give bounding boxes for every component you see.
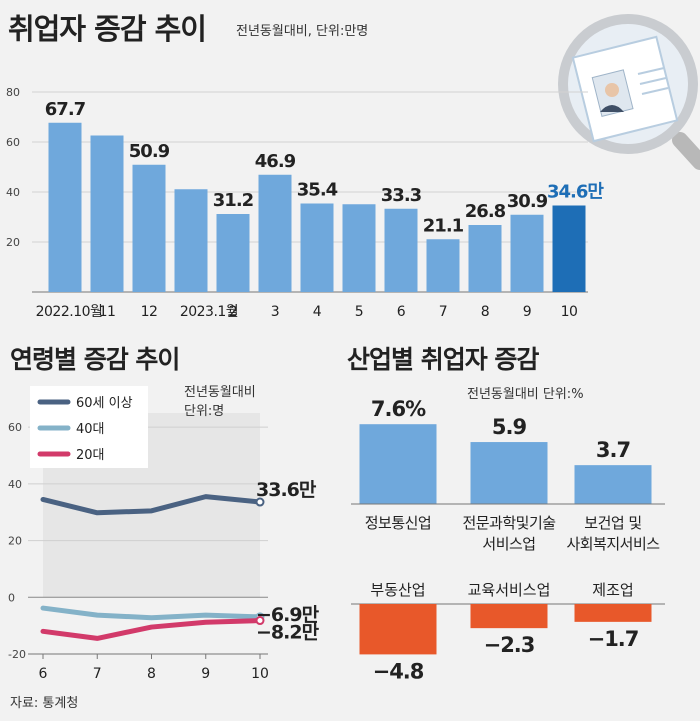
negative-bar (574, 604, 652, 622)
y-tick-label: 40 (6, 186, 20, 199)
data-label: 21.1 (423, 215, 464, 236)
x-tick-label: 7 (439, 304, 447, 320)
industry-chart-title: 산업별 취업자 증감 (347, 345, 539, 374)
series-end-label: −8.2만 (256, 622, 320, 644)
x-tick-label: 8 (147, 666, 156, 682)
bar (132, 164, 166, 292)
data-label: 33.3 (381, 185, 422, 206)
page-subtitle: 전년동월대비, 단위:만명 (236, 24, 369, 39)
x-tick-label: 6 (39, 666, 48, 682)
positive-bar (359, 424, 437, 504)
category-label: 제조업 (592, 581, 633, 599)
y-tick-label: 20 (6, 236, 20, 249)
person-suit-icon (600, 105, 624, 112)
data-label: 5.9 (492, 415, 527, 439)
age-chart-title: 연령별 증감 추이 (10, 345, 180, 374)
series-line (40, 494, 263, 516)
text-line-icon (639, 77, 667, 85)
x-tick-label: 5 (355, 304, 363, 320)
series-end-label: −6.9만 (256, 604, 320, 626)
bar (48, 122, 82, 292)
bar (216, 214, 250, 292)
y-tick-label: 20 (8, 535, 22, 548)
bar (426, 239, 460, 292)
age-line-chart: -20 0 20 40 60 6 7 8 9 10 33.6만 −6.9만−8.2만 전년동월대비단위:… (8, 385, 321, 682)
x-tick-label: 10 (561, 304, 578, 320)
data-label: −1.7 (588, 627, 639, 651)
bar (552, 205, 586, 292)
legend-label: 60세 이상 (76, 396, 133, 411)
x-tick-label: 4 (313, 304, 322, 320)
category-label: 교육서비스업 (468, 581, 551, 599)
positive-bar (574, 465, 652, 504)
x-tick-label: 7 (93, 666, 102, 682)
end-point-marker (255, 497, 265, 507)
unit-note: 전년동월대비 (184, 385, 256, 400)
unit-note: 단위:명 (184, 404, 224, 419)
x-tick-label: 2022.10월 (36, 304, 103, 320)
x-tick-label: 3 (271, 304, 279, 320)
category-label: 부동산업 (370, 581, 425, 599)
data-label: 30.9 (507, 191, 548, 212)
legend-label: 40대 (76, 422, 105, 437)
x-tick-label: 12 (141, 304, 158, 320)
bar (342, 204, 376, 292)
person-head-icon (605, 83, 619, 97)
data-label: 35.4 (297, 180, 338, 201)
series-line (40, 605, 263, 621)
x-tick-label: 6 (397, 304, 406, 320)
bar (384, 208, 418, 292)
x-tick-label: 2023.1월 (180, 304, 238, 320)
y-tick-label: 60 (8, 421, 22, 434)
y-tick-label: -20 (8, 648, 26, 661)
x-tick-label: 9 (523, 304, 531, 320)
page-title: 취업자 증감 추이 (8, 12, 207, 46)
data-label: 7.6% (371, 397, 426, 421)
x-tick-label: 10 (251, 666, 269, 682)
text-line-icon (641, 87, 669, 95)
category-label: 서비스업 (482, 535, 535, 553)
category-label: 보건업 및 (584, 514, 641, 532)
unit-note: 전년동월대비 단위:% (467, 387, 584, 402)
end-point-marker (255, 616, 265, 626)
bar (258, 174, 292, 292)
text-line-icon (637, 67, 665, 75)
data-label: 67.7 (45, 99, 86, 120)
positive-bar (470, 442, 548, 504)
series-end-label: 33.6만 (256, 479, 317, 501)
negative-bar (359, 604, 437, 655)
x-tick-label: 2 (229, 304, 237, 320)
x-tick-label: 8 (481, 304, 489, 320)
magnifier-handle (672, 132, 700, 170)
bar (174, 189, 208, 292)
x-tick-label: 9 (201, 666, 210, 682)
bar (468, 225, 502, 292)
bar (90, 135, 124, 292)
data-label: 31.2 (213, 190, 253, 211)
category-label: 전문과학및기술 (462, 514, 555, 532)
y-tick-label: 60 (6, 136, 20, 149)
data-label: −4.8 (373, 659, 424, 683)
legend-label: 20대 (76, 448, 105, 463)
series-line (40, 618, 263, 641)
data-label: −2.3 (484, 633, 535, 657)
category-label: 정보통신업 (365, 514, 432, 532)
data-label: 50.9 (129, 141, 170, 162)
data-label: 26.8 (465, 201, 506, 222)
data-label: 3.7 (596, 438, 630, 462)
magnifier-icon (558, 14, 700, 170)
data-label: 46.9 (255, 151, 296, 172)
category-label: 사회복지서비스 (566, 535, 660, 553)
y-tick-label: 0 (8, 591, 15, 604)
data-label: 34.6만 (547, 182, 604, 203)
x-tick-label: 11 (99, 304, 116, 320)
y-tick-label: 40 (8, 478, 22, 491)
negative-bar (470, 604, 548, 629)
source-note: 자료: 통계청 (10, 696, 79, 711)
bar (510, 214, 544, 292)
y-tick-label: 80 (6, 86, 20, 99)
bar (300, 203, 334, 292)
